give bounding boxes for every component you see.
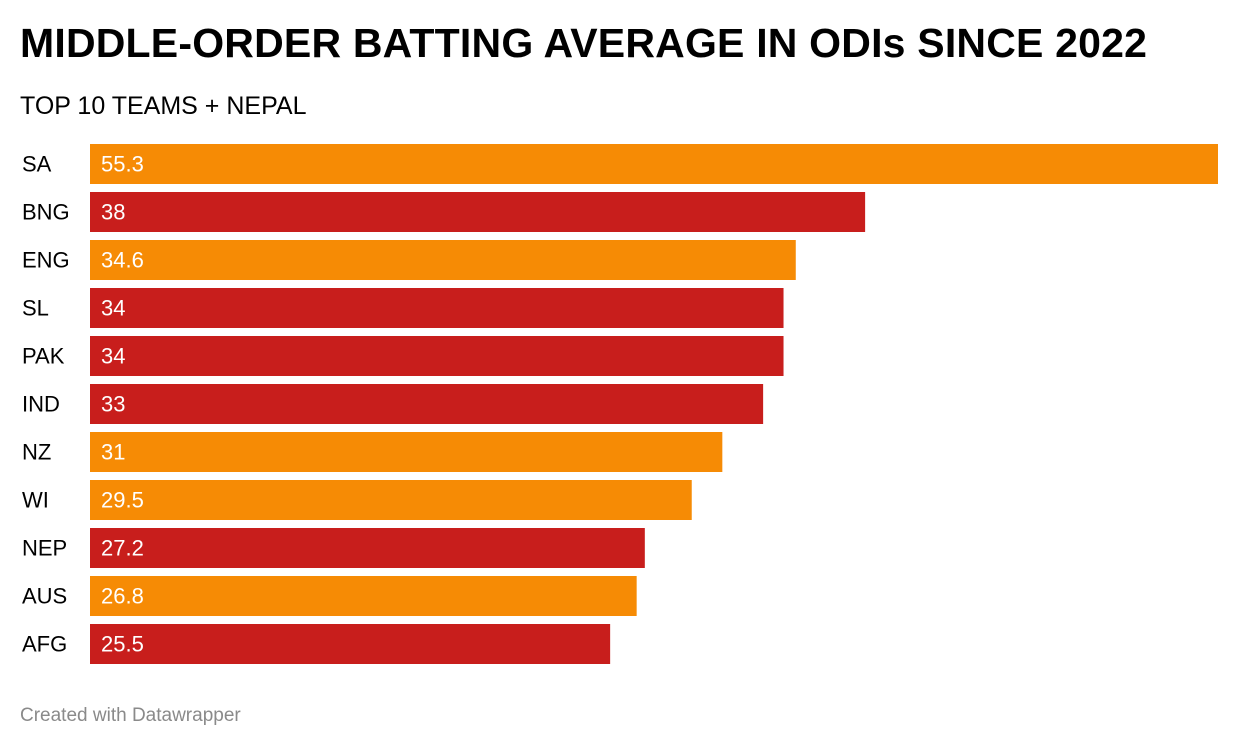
value-label: 34 (101, 296, 125, 321)
bar-sa (90, 144, 1218, 184)
value-label: 38 (101, 200, 125, 225)
bar-wi (90, 480, 692, 520)
bar-row-sa: SA 55.3 (22, 144, 1218, 184)
category-label: ENG (22, 248, 70, 273)
bar-aus (90, 576, 637, 616)
value-label: 26.8 (101, 584, 144, 609)
category-label: NEP (22, 536, 67, 561)
bar-afg (90, 624, 611, 664)
value-label: 33 (101, 392, 125, 417)
category-label: PAK (22, 344, 65, 369)
bar-nz (90, 432, 723, 472)
bar-row-eng: ENG 34.6 (22, 240, 796, 280)
value-label: 34 (101, 344, 125, 369)
category-label: AUS (22, 584, 67, 609)
bar-sl (90, 288, 784, 328)
chart-subtitle: TOP 10 TEAMS + NEPAL (20, 92, 307, 120)
bar-row-pak: PAK 34 (22, 336, 784, 376)
value-label: 31 (101, 440, 125, 465)
chart-title: MIDDLE-ORDER BATTING AVERAGE IN ODIs SIN… (20, 20, 1148, 66)
category-label: AFG (22, 632, 67, 657)
category-label: SA (22, 152, 52, 177)
value-label: 27.2 (101, 536, 144, 561)
bar-row-afg: AFG 25.5 (22, 624, 611, 664)
bar-eng (90, 240, 796, 280)
category-label: BNG (22, 200, 70, 225)
value-label: 25.5 (101, 632, 144, 657)
bar-bng (90, 192, 866, 232)
value-label: 55.3 (101, 152, 144, 177)
bar-row-nz: NZ 31 (22, 432, 723, 472)
bar-nep (90, 528, 645, 568)
value-label: 29.5 (101, 488, 144, 513)
bar-row-sl: SL 34 (22, 288, 784, 328)
bar-chart: SA 55.3 BNG 38 ENG 34.6 SL 34 PAK 34 IND 33 NZ 31 WI 29… (22, 144, 1218, 664)
datawrapper-credit: Created with Datawrapper (20, 705, 241, 726)
category-label: IND (22, 392, 60, 417)
bar-row-wi: WI 29.5 (22, 480, 692, 520)
bar-row-bng: BNG 38 (22, 192, 866, 232)
bar-pak (90, 336, 784, 376)
category-label: WI (22, 488, 49, 513)
bar-row-nep: NEP 27.2 (22, 528, 645, 568)
bar-ind (90, 384, 764, 424)
category-label: SL (22, 296, 49, 321)
bar-row-aus: AUS 26.8 (22, 576, 637, 616)
value-label: 34.6 (101, 248, 144, 273)
bar-row-ind: IND 33 (22, 384, 764, 424)
category-label: NZ (22, 440, 51, 465)
